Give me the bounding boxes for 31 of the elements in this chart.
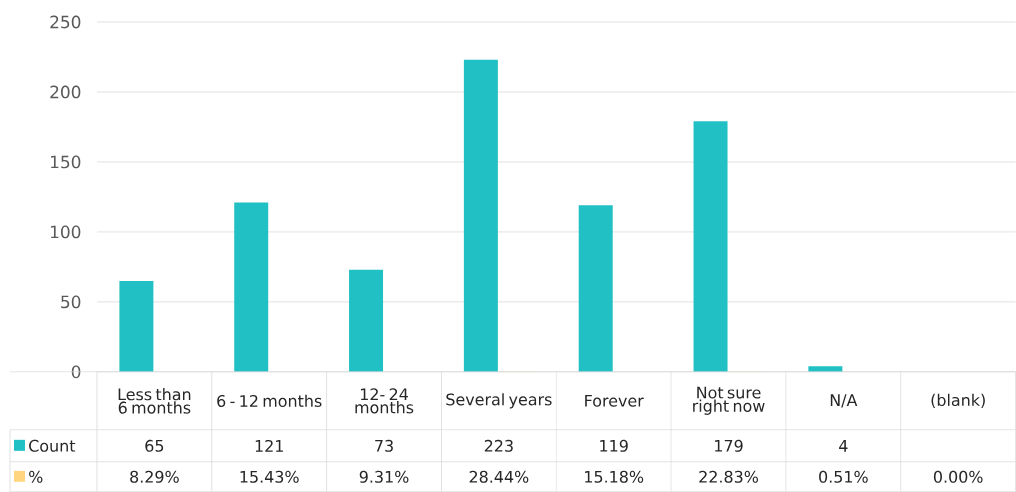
data-label: 179 (715, 439, 743, 452)
y-tick-label: 0 (71, 365, 81, 379)
data-label: 15.43% (240, 470, 299, 483)
data-label: 65 (145, 439, 164, 452)
data-label: 15.18% (585, 470, 644, 483)
data-label: 28.44% (469, 470, 529, 483)
x-tick-label: 6 - 12 months (217, 394, 322, 407)
data-label: 0.00% (933, 470, 983, 483)
y-tick-label: 50 (61, 295, 81, 309)
legend-label: % (29, 470, 43, 483)
data-label: 223 (484, 439, 513, 452)
legend-label: Count (29, 439, 76, 452)
y-tick-label: 250 (50, 15, 81, 29)
x-tick-label: N/A (830, 394, 858, 408)
y-tick-label: 150 (51, 155, 81, 169)
data-label: 9.31% (359, 470, 409, 483)
data-label: 119 (600, 439, 628, 452)
x-tick-label: 12- 24 months (355, 388, 414, 414)
x-tick-label: (blank) (931, 393, 985, 408)
y-tick-label: 100 (51, 225, 81, 239)
data-label: 121 (255, 439, 283, 452)
x-tick-label: Less than 6 months (118, 387, 191, 414)
data-label: 0.51% (819, 470, 868, 483)
data-label: 22.83% (699, 470, 759, 483)
y-tick-label: 200 (50, 85, 81, 99)
data-label: 4 (839, 439, 848, 452)
data-label: 8.29% (130, 470, 179, 483)
x-tick-label: Forever (585, 394, 644, 407)
x-tick-label: Not sure right now (693, 386, 765, 415)
x-tick-label: Several years (446, 393, 552, 409)
data-label: 73 (375, 439, 393, 452)
